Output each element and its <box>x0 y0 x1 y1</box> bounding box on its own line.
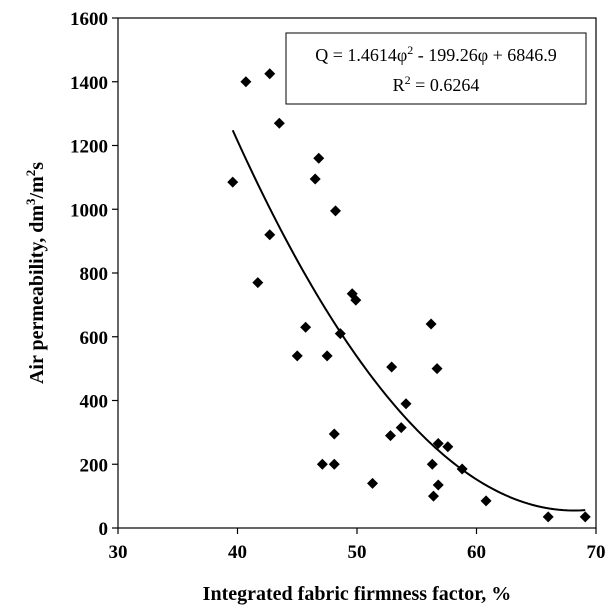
data-point <box>329 205 341 217</box>
equation-annotation: Q = 1.4614φ2 - 199.26φ + 6846.9 R2 = 0.6… <box>285 32 587 105</box>
data-point <box>426 458 438 470</box>
data-point <box>328 458 340 470</box>
x-axis-label: Integrated fabric firmness factor, % <box>203 583 512 605</box>
data-point <box>227 176 239 188</box>
y-tick-label: 400 <box>80 392 109 413</box>
data-point <box>240 76 252 88</box>
data-point <box>316 458 328 470</box>
data-point <box>427 490 439 502</box>
x-tick-label: 70 <box>587 542 606 563</box>
y-axis-label: Air permeability, dm3/m2s <box>23 162 48 384</box>
data-point <box>328 428 340 440</box>
x-tick-label: 30 <box>109 542 128 563</box>
data-point <box>431 363 443 375</box>
data-point <box>252 277 264 289</box>
y-tick-label: 600 <box>80 328 109 349</box>
y-tick-label: 800 <box>80 264 109 285</box>
data-point <box>273 117 285 129</box>
data-point <box>264 68 276 80</box>
r-squared-line: R2 = 0.6264 <box>393 73 480 95</box>
equation-box <box>285 32 587 105</box>
data-point <box>384 430 396 442</box>
data-point <box>313 152 325 164</box>
x-tick-label: 50 <box>348 542 367 563</box>
y-tick-label: 1000 <box>70 200 108 221</box>
data-point <box>432 479 444 491</box>
y-tick-label: 0 <box>99 519 109 540</box>
data-point <box>432 438 444 450</box>
y-tick-label: 1200 <box>70 137 108 158</box>
data-point <box>442 441 454 453</box>
data-point <box>264 229 276 241</box>
data-points <box>227 68 591 523</box>
y-tick-label: 1600 <box>70 9 108 30</box>
equation-line: Q = 1.4614φ2 - 199.26φ + 6846.9 <box>315 43 557 65</box>
x-tick-label: 60 <box>467 542 486 563</box>
data-point <box>542 511 554 523</box>
y-axis-ticks: 0 200 400 600 800 1000 1200 1400 1600 <box>70 9 118 540</box>
data-point <box>367 477 379 489</box>
y-tick-label: 1400 <box>70 73 108 94</box>
data-point <box>334 328 346 340</box>
data-point <box>300 321 312 333</box>
trendline <box>231 129 586 512</box>
x-axis-ticks: 30 40 50 60 70 <box>109 528 606 563</box>
x-tick-label: 40 <box>228 542 247 563</box>
data-point <box>395 422 407 434</box>
data-point <box>400 398 412 410</box>
data-point <box>386 361 398 373</box>
y-tick-label: 200 <box>80 455 109 476</box>
data-point <box>480 495 492 507</box>
data-point <box>291 350 303 362</box>
data-point <box>579 511 591 523</box>
data-point <box>350 294 362 306</box>
data-point <box>425 318 437 330</box>
data-point <box>456 463 468 475</box>
data-point <box>309 173 321 185</box>
data-point <box>321 350 333 362</box>
